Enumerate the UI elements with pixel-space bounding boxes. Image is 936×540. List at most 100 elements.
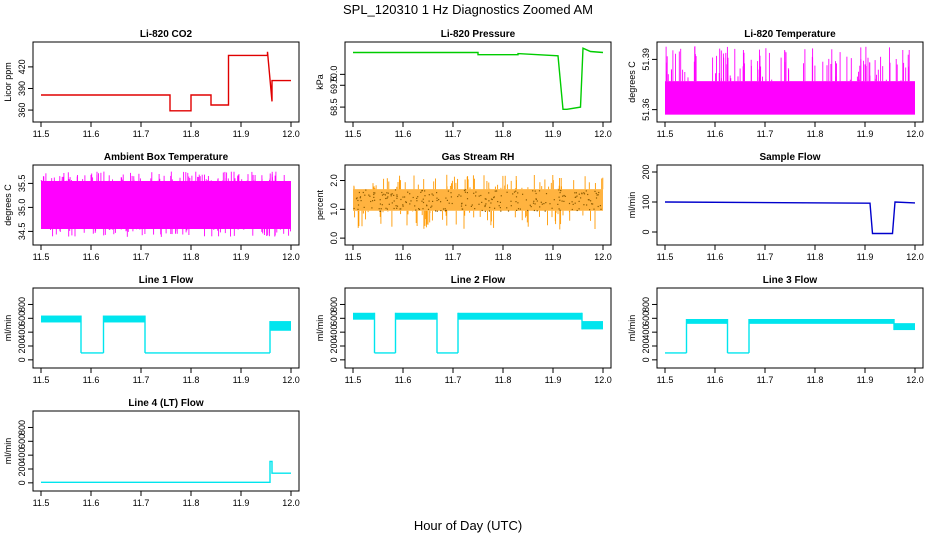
series-point xyxy=(500,210,502,212)
series-point xyxy=(490,202,492,204)
series-point xyxy=(519,208,521,210)
series-point xyxy=(595,192,597,194)
panel-title: Line 1 Flow xyxy=(139,275,194,286)
series-point xyxy=(379,199,381,201)
panel-3: Li-820 Temperature 11.5 11.6 11.7 11.8 11.9 12… xyxy=(627,29,924,139)
series-point xyxy=(457,195,459,198)
series-point xyxy=(586,204,588,206)
series-point xyxy=(535,198,537,200)
series-point xyxy=(364,194,366,196)
plot-frame xyxy=(344,287,612,369)
series-point xyxy=(460,205,463,207)
series-point xyxy=(414,205,416,207)
series-point xyxy=(494,207,496,209)
series-point xyxy=(532,202,535,204)
series-point xyxy=(591,203,593,205)
series-point xyxy=(422,201,425,204)
series-point xyxy=(446,199,448,201)
series-point xyxy=(358,191,360,194)
series-point xyxy=(445,197,447,199)
series-point xyxy=(545,202,547,204)
series-point xyxy=(464,191,466,193)
y-tick-label: 0 xyxy=(641,357,651,362)
y-axis-label: ml/min xyxy=(3,438,13,465)
series-point xyxy=(409,193,411,195)
series-point xyxy=(379,203,381,205)
series-point xyxy=(484,205,486,208)
series-point xyxy=(357,204,360,206)
series-point xyxy=(424,195,426,197)
series-point xyxy=(536,210,538,212)
series-point xyxy=(512,193,514,195)
series-point xyxy=(563,194,565,197)
series-point xyxy=(471,204,473,206)
series-point xyxy=(451,202,453,205)
series-point xyxy=(480,194,482,197)
y-axis-label: degrees C xyxy=(3,184,13,226)
series-point xyxy=(484,204,486,206)
series-point xyxy=(374,199,376,201)
series-point xyxy=(393,200,395,202)
y-tick-label: 600 xyxy=(17,434,27,449)
series-point xyxy=(373,193,375,196)
series-point xyxy=(543,203,545,205)
panel-title: Gas Stream RH xyxy=(442,152,515,163)
x-tick-label: 11.7 xyxy=(757,129,774,139)
series-point xyxy=(393,194,395,196)
x-tick-label: 11.8 xyxy=(495,252,512,262)
series-point xyxy=(513,191,516,193)
x-tick-label: 11.6 xyxy=(83,252,100,262)
series-point xyxy=(500,195,502,197)
series-point xyxy=(402,205,404,207)
series-point xyxy=(386,197,388,199)
x-tick-label: 11.9 xyxy=(233,498,250,508)
x-axis-title: Hour of Day (UTC) xyxy=(413,518,523,533)
y-tick-label: 1.0 xyxy=(329,203,339,216)
y-tick-label: 800 xyxy=(17,297,27,312)
y-tick-label: 600 xyxy=(329,311,339,326)
series-point xyxy=(412,196,414,199)
series-point xyxy=(421,200,423,202)
x-tick-label: 11.7 xyxy=(445,252,462,262)
x-tick-label: 12.0 xyxy=(906,252,924,262)
series-point xyxy=(370,200,372,203)
x-tick-label: 11.9 xyxy=(857,252,874,262)
x-tick-label: 11.7 xyxy=(133,252,150,262)
panel-title: Ambient Box Temperature xyxy=(104,152,229,163)
series-point xyxy=(507,210,510,212)
plot-frame xyxy=(656,287,924,369)
x-tick-label: 11.7 xyxy=(133,498,150,508)
series-point xyxy=(385,197,387,200)
y-tick-label: 800 xyxy=(17,420,27,435)
series-point xyxy=(488,192,490,194)
series-point xyxy=(474,208,476,210)
y-tick-label: 600 xyxy=(641,311,651,326)
series-point xyxy=(568,202,571,205)
series-point xyxy=(497,201,499,203)
series-point xyxy=(438,199,440,201)
series-8 xyxy=(353,312,603,354)
x-tick-label: 11.5 xyxy=(33,498,50,508)
series-9 xyxy=(665,319,915,354)
series-point xyxy=(551,207,553,209)
series-point xyxy=(576,195,578,197)
series-point xyxy=(493,196,495,198)
y-tick-label: 800 xyxy=(329,297,339,312)
series-point xyxy=(558,196,560,198)
series-point xyxy=(596,194,598,196)
series-point xyxy=(381,194,384,196)
y-tick-label: 200 xyxy=(17,338,27,353)
series-point xyxy=(572,203,574,205)
x-tick-label: 11.7 xyxy=(445,375,462,385)
series-point xyxy=(444,209,446,212)
x-tick-label: 11.5 xyxy=(33,375,50,385)
series-point xyxy=(493,197,495,199)
x-tick-label: 11.5 xyxy=(345,252,362,262)
series-line xyxy=(664,201,916,235)
series-line xyxy=(41,51,291,112)
series-band xyxy=(458,312,582,320)
y-tick-label: 0 xyxy=(17,480,27,485)
series-point xyxy=(535,192,537,195)
series-point xyxy=(597,205,599,208)
series-point xyxy=(588,199,590,201)
